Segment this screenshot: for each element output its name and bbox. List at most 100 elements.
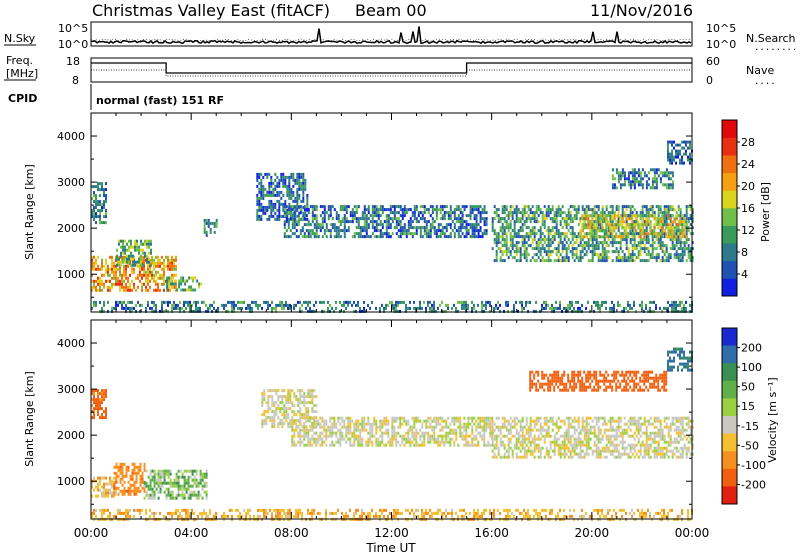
echo-cell — [429, 226, 432, 230]
echo-cell — [341, 434, 344, 438]
echo-cell — [189, 300, 191, 304]
echo-cell — [141, 486, 144, 490]
echo-cell — [643, 235, 646, 239]
echo-cell — [303, 217, 306, 221]
echo-cell — [451, 220, 454, 224]
echo-cell — [95, 206, 97, 210]
echo-cell — [113, 480, 116, 484]
echo-cell — [119, 285, 121, 289]
echo-cell — [465, 303, 467, 307]
echo-cell — [309, 425, 312, 429]
echo-cell — [188, 285, 191, 289]
echo-cell — [311, 208, 314, 212]
echo-cell — [119, 267, 121, 271]
echo-cell — [501, 211, 504, 215]
echo-cell — [531, 232, 534, 236]
echo-cell — [485, 422, 488, 426]
echo-cell — [401, 226, 404, 230]
echo-cell — [353, 217, 356, 221]
echo-cell — [667, 217, 670, 221]
echo-cell — [327, 214, 330, 218]
echo-cell — [411, 440, 414, 444]
echo-cell — [355, 205, 358, 209]
echo-cell — [147, 270, 149, 274]
echo-cell — [255, 300, 257, 304]
echo-cell — [146, 242, 148, 246]
echo-cell — [545, 303, 547, 307]
echo-cell — [258, 181, 261, 185]
echo-cell — [439, 205, 442, 209]
echo-cell — [425, 419, 428, 423]
echo-cell — [309, 235, 312, 239]
echo-cell — [633, 180, 636, 184]
echo-cell — [461, 205, 464, 209]
echo-cell — [631, 217, 634, 221]
echo-cell — [266, 172, 269, 176]
echo-cell — [113, 267, 115, 271]
echo-cell — [281, 401, 284, 405]
echo-cell — [101, 209, 103, 213]
echo-cell — [265, 416, 268, 420]
echo-cell — [387, 440, 390, 444]
echo-cell — [435, 309, 437, 313]
echo-cell — [601, 303, 603, 307]
echo-cell — [309, 416, 312, 420]
echo-cell — [465, 223, 468, 227]
echo-cell — [409, 208, 412, 212]
echo-cell — [421, 306, 423, 310]
echo-cell — [258, 202, 261, 206]
echo-cell — [587, 238, 590, 242]
echo-cell — [555, 250, 558, 254]
echo-cell — [329, 303, 331, 307]
echo-cell — [317, 440, 320, 444]
echo-cell — [304, 187, 307, 191]
echo-cell — [181, 496, 184, 500]
echo-cell — [417, 211, 420, 215]
echo-cell — [631, 220, 634, 224]
echo-cell — [503, 211, 506, 215]
echo-cell — [655, 168, 658, 172]
echo-cell — [251, 306, 253, 310]
echo-cell — [569, 217, 572, 221]
echo-cell — [513, 244, 516, 248]
echo-cell — [579, 244, 582, 248]
echo-cell — [499, 229, 502, 233]
echo-cell — [151, 258, 153, 262]
echo-cell — [291, 419, 294, 423]
echo-cell — [679, 235, 682, 239]
echo-cell — [101, 392, 103, 396]
echo-cell — [291, 422, 294, 426]
echo-cell — [633, 177, 636, 181]
echo-cell — [393, 416, 396, 420]
echo-cell — [403, 205, 406, 209]
echo-cell — [237, 306, 239, 310]
echo-cell — [547, 208, 550, 212]
echo-cell — [256, 202, 259, 206]
echo-cell — [407, 208, 410, 212]
echo-cell — [260, 217, 263, 221]
echo-cell — [327, 208, 330, 212]
echo-cell — [355, 217, 358, 221]
echo-cell — [274, 217, 277, 221]
echo-cell — [615, 256, 618, 260]
echo-cell — [587, 300, 589, 304]
echo-cell — [573, 253, 576, 257]
echo-cell — [123, 486, 126, 490]
echo-cell — [561, 247, 564, 251]
echo-cell — [134, 242, 136, 246]
echo-cell — [97, 410, 99, 414]
echo-cell — [461, 434, 464, 438]
echo-cell — [266, 208, 269, 212]
echo-cell — [302, 184, 305, 188]
echo-cell — [679, 256, 682, 260]
echo-cell — [385, 235, 388, 239]
echo-cell — [119, 468, 122, 472]
echo-cell — [649, 300, 651, 304]
echo-cell — [665, 214, 668, 218]
echo-cell — [661, 223, 664, 227]
echo-cell — [431, 223, 434, 227]
echo-cell — [521, 208, 524, 212]
echo-cell — [641, 300, 643, 304]
echo-cell — [647, 259, 650, 263]
echo-cell — [671, 241, 674, 245]
